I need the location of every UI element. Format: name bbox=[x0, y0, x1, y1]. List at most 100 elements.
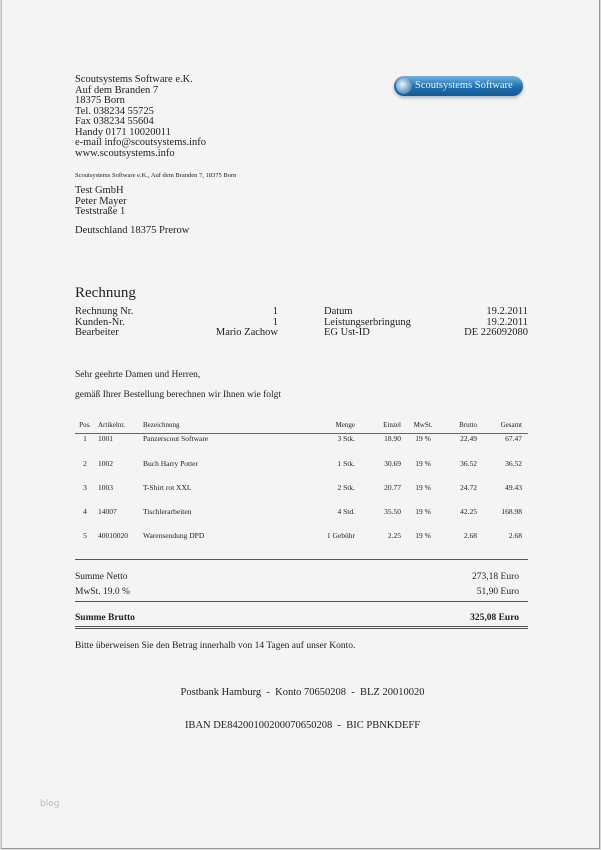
table-cell-bezeichnung: Panzerscout Software bbox=[143, 434, 209, 443]
recipient-line: Test GmbH bbox=[75, 185, 124, 196]
column-header-mwst: MwSt. bbox=[413, 421, 433, 429]
page-title: Rechnung bbox=[75, 285, 136, 301]
sender-line: Fax 038234 55604 bbox=[75, 116, 154, 127]
table-cell-pos: 2 bbox=[83, 459, 87, 468]
brutto-value: 325,08 Euro bbox=[470, 613, 519, 623]
sender-line: www.scoutsystems.info bbox=[75, 147, 175, 159]
table-cell-gesamt: 168.98 bbox=[501, 507, 522, 516]
table-cell-gesamt: 36.52 bbox=[505, 459, 522, 468]
bank-line: Postbank Hamburg - Konto 70650208 - BLZ … bbox=[180, 687, 425, 698]
column-header-pos: Pos. bbox=[79, 421, 91, 429]
recipient-line: Peter Mayer bbox=[75, 195, 127, 207]
column-header-menge: Menge bbox=[335, 421, 355, 429]
recipient-line: Teststraße 1 bbox=[75, 206, 126, 217]
recipient-address: Test GmbH Peter Mayer Teststraße 1 bbox=[75, 185, 127, 218]
table-bottom-divider bbox=[75, 559, 528, 560]
table-cell-bezeichnung: Warensendung DPD bbox=[143, 531, 205, 540]
table-cell-gesamt: 49.43 bbox=[505, 483, 522, 492]
table-cell-artikelnr: 14007 bbox=[98, 507, 117, 516]
totals-divider bbox=[75, 601, 528, 602]
info-right-values: 19.2.2011 19.2.2011 DE 226092080 bbox=[428, 306, 528, 339]
column-header-brutto: Brutto bbox=[459, 421, 477, 429]
column-header-artikelnr: Artikelnr. bbox=[98, 421, 126, 429]
table-cell-mwst: 19 % bbox=[415, 459, 431, 468]
table-cell-einzel: 18.90 bbox=[384, 434, 401, 443]
info-label: EG Ust-ID bbox=[324, 327, 370, 338]
info-left-labels: Rechnung Nr. Kunden-Nr. Bearbeiter bbox=[75, 306, 134, 339]
bank-details: Postbank Hamburg - Konto 70650208 - BLZ … bbox=[75, 665, 530, 753]
table-cell-menge: 1 Gebühr bbox=[326, 531, 355, 540]
table-cell-pos: 5 bbox=[83, 531, 87, 540]
sender-line: 18375 Born bbox=[75, 95, 125, 106]
sender-line: Handy 0171 10020011 bbox=[75, 126, 171, 138]
table-cell-menge: 2 Stk. bbox=[337, 483, 355, 492]
info-value: DE 226092080 bbox=[464, 327, 528, 338]
column-header-bezeichnung: Bezeichnung bbox=[143, 421, 180, 429]
table-cell-artikelnr: 1001 bbox=[98, 434, 113, 443]
table-cell-artikelnr: 40010020 bbox=[98, 531, 128, 540]
sender-line: Scoutsystems Software e.K. bbox=[75, 74, 193, 85]
table-cell-bezeichnung: Buch Harry Potter bbox=[143, 459, 198, 468]
table-cell-brutto: 22.49 bbox=[460, 434, 477, 443]
info-value: 1 bbox=[272, 306, 278, 317]
table-cell-einzel: 20.77 bbox=[384, 483, 401, 492]
logo-text: Scoutsystems Software bbox=[415, 80, 513, 91]
info-value: 19.2.2011 bbox=[486, 306, 528, 317]
info-value: Mario Zachow bbox=[215, 327, 278, 338]
table-cell-mwst: 19 % bbox=[415, 531, 431, 540]
brutto-label: Summe Brutto bbox=[75, 613, 135, 623]
table-cell-brutto: 36.52 bbox=[460, 459, 477, 468]
table-cell-artikelnr: 1003 bbox=[98, 483, 113, 492]
info-right-labels: Datum Leistungserbringung EG Ust-ID bbox=[324, 306, 411, 339]
table-cell-einzel: 30.69 bbox=[384, 459, 401, 468]
sender-line: Auf dem Branden 7 bbox=[75, 84, 159, 96]
table-cell-brutto: 42.25 bbox=[460, 507, 477, 516]
info-left-values: 1 1 Mario Zachow bbox=[178, 306, 278, 339]
table-cell-mwst: 19 % bbox=[415, 434, 431, 443]
recipient-country-line: Deutschland 18375 Prerow bbox=[75, 225, 190, 236]
info-label: Bearbeiter bbox=[75, 327, 119, 338]
column-header-einzel: Einzel bbox=[383, 421, 401, 429]
watermark: blog bbox=[40, 799, 60, 809]
brutto-double-divider bbox=[75, 626, 528, 629]
table-cell-mwst: 19 % bbox=[415, 483, 431, 492]
column-header-gesamt: Gesamt bbox=[500, 421, 522, 429]
mwst-value: 51,90 Euro bbox=[476, 587, 519, 597]
greeting: Sehr geehrte Damen und Herren, bbox=[75, 370, 201, 380]
info-label: Kunden-Nr. bbox=[75, 316, 125, 328]
table-cell-menge: 3 Stk. bbox=[337, 434, 355, 443]
table-cell-einzel: 35.50 bbox=[384, 507, 401, 516]
table-cell-gesamt: 2.68 bbox=[508, 531, 522, 540]
sender-address: Scoutsystems Software e.K. Auf dem Brand… bbox=[75, 74, 206, 159]
table-cell-einzel: 2.25 bbox=[387, 531, 401, 540]
info-label: Datum bbox=[324, 306, 353, 317]
table-cell-pos: 1 bbox=[83, 434, 87, 443]
table-cell-mwst: 19 % bbox=[415, 507, 431, 516]
table-cell-bezeichnung: Tischlerarbeiten bbox=[143, 507, 192, 516]
table-header-divider bbox=[75, 433, 528, 434]
info-value: 19.2.2011 bbox=[486, 316, 528, 328]
table-cell-brutto: 24.72 bbox=[460, 483, 477, 492]
globe-icon bbox=[396, 78, 412, 94]
table-cell-bezeichnung: T-Shirt rot XXL bbox=[143, 483, 192, 492]
info-value: 1 bbox=[272, 316, 278, 328]
info-label: Rechnung Nr. bbox=[75, 306, 134, 317]
netto-label: Summe Netto bbox=[75, 572, 128, 582]
mwst-label: MwSt. 19.0 % bbox=[75, 587, 130, 597]
company-logo: Scoutsystems Software bbox=[394, 76, 523, 96]
table-cell-pos: 4 bbox=[83, 507, 87, 516]
sender-line: Tel. 038234 55725 bbox=[75, 105, 154, 117]
table-cell-brutto: 2.68 bbox=[463, 531, 477, 540]
bank-line: IBAN DE84200100200070650208 - BIC PBNKDE… bbox=[184, 720, 421, 731]
return-address-line: Scoutsystems Software e.K., Auf dem Bran… bbox=[75, 172, 237, 179]
table-cell-menge: 1 Stk. bbox=[337, 459, 355, 468]
table-cell-pos: 3 bbox=[83, 483, 87, 492]
intro-text: gemäß Ihrer Bestellung berechnen wir Ihn… bbox=[75, 390, 282, 400]
table-cell-artikelnr: 1002 bbox=[98, 459, 113, 468]
table-cell-gesamt: 67.47 bbox=[505, 434, 522, 443]
info-label: Leistungserbringung bbox=[324, 316, 411, 328]
sender-line: e-mail info@scoutsystems.info bbox=[75, 137, 206, 148]
payment-note: Bitte überweisen Sie den Betrag innerhal… bbox=[75, 641, 356, 651]
netto-value: 273,18 Euro bbox=[472, 572, 519, 582]
